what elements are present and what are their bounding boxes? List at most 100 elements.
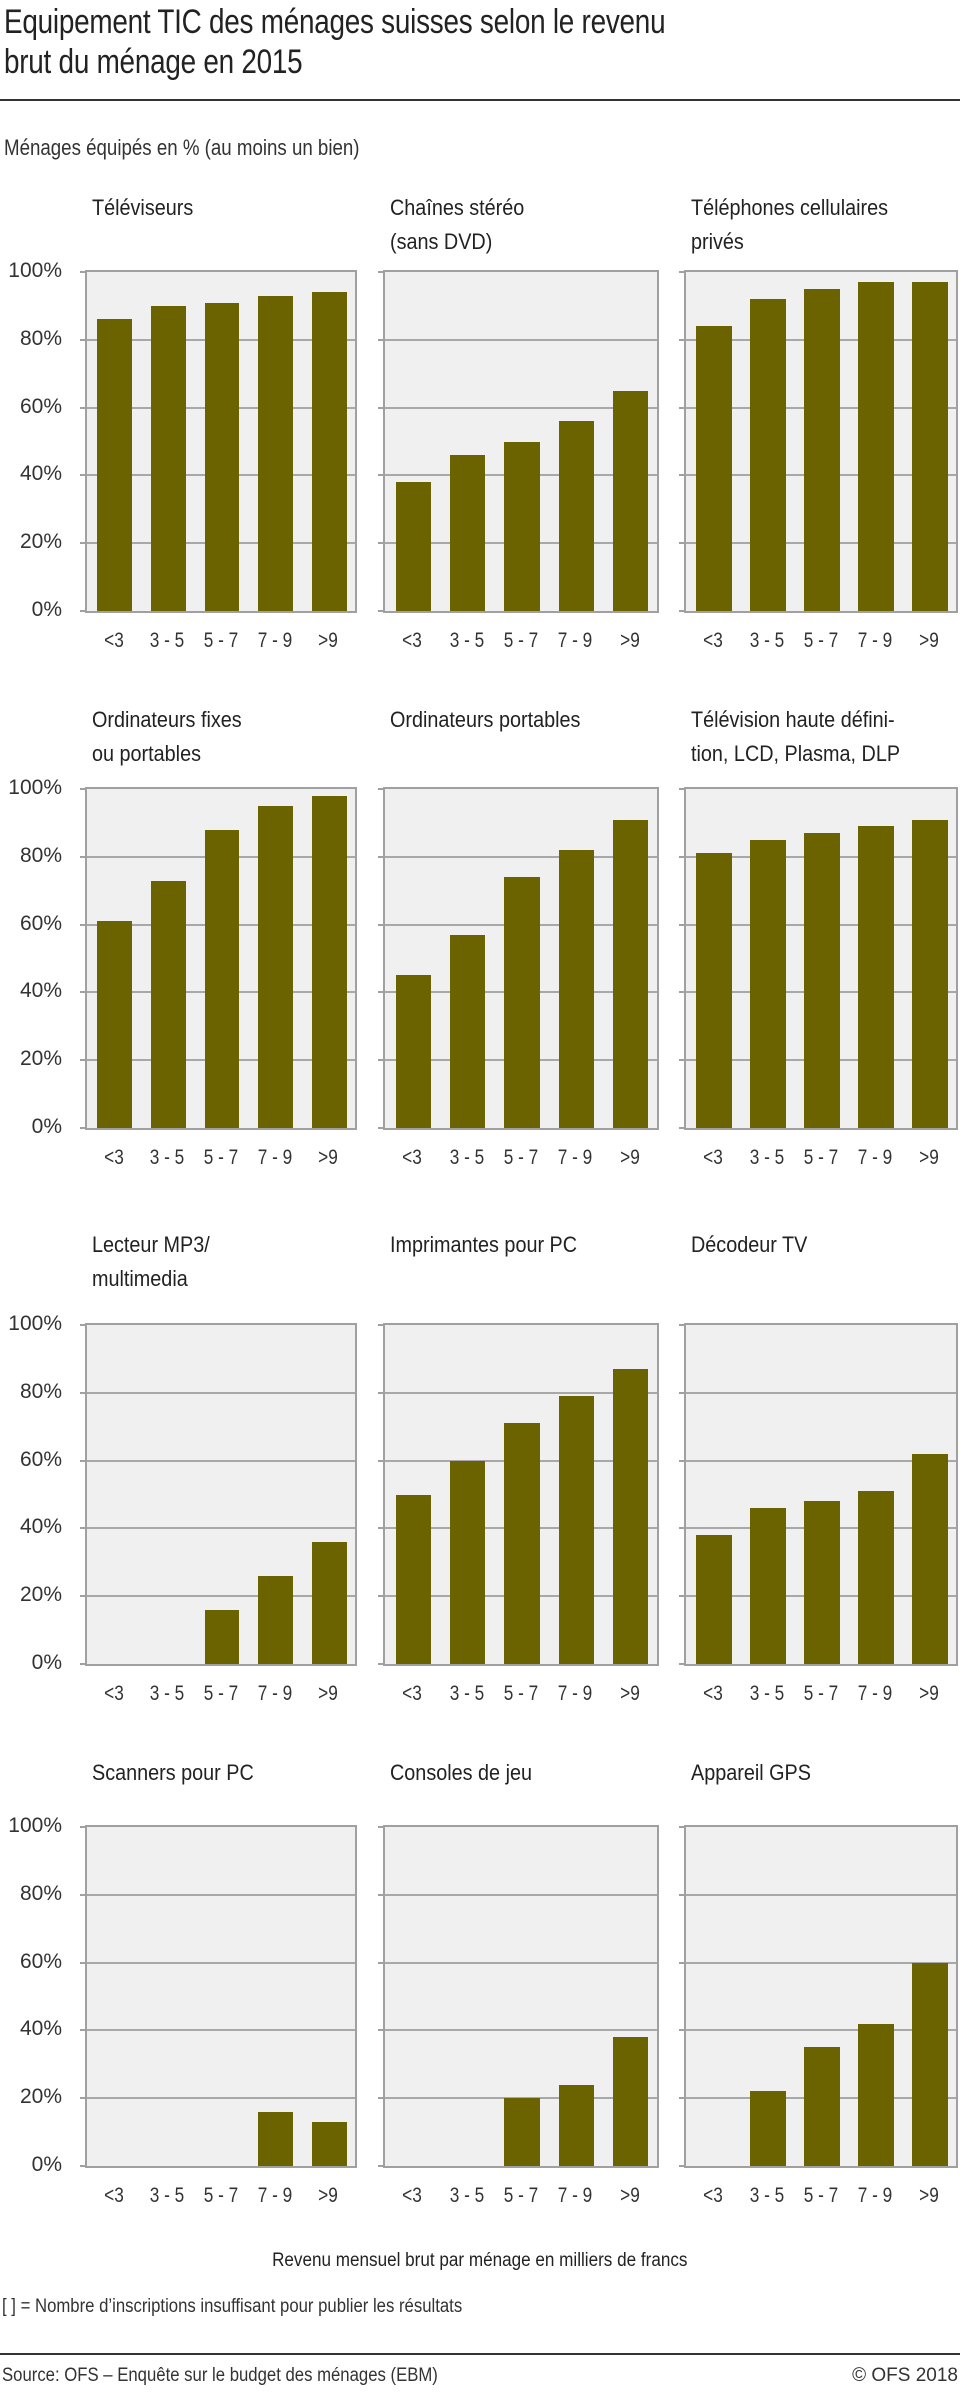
x-tick-label: 7 - 9 <box>857 2184 893 2207</box>
y-tick-label: 80% <box>19 1881 62 1905</box>
source-text: Source: OFS – Enquête sur le budget des … <box>2 2365 438 2386</box>
gridline <box>87 2097 355 2100</box>
plot-area <box>85 270 357 613</box>
x-tick-label: <3 <box>103 1146 124 1169</box>
y-tick <box>679 855 685 858</box>
panel-title-line: multimedia <box>92 1266 188 1291</box>
y-tick <box>679 406 685 409</box>
y-tick <box>378 406 384 409</box>
bar <box>858 826 894 1128</box>
bar <box>558 1396 595 1664</box>
bar <box>696 853 732 1128</box>
x-tick-label: 7 - 9 <box>257 629 292 652</box>
bar <box>150 305 186 611</box>
bar <box>750 299 786 611</box>
gridline <box>385 1893 657 1896</box>
bar <box>504 441 540 611</box>
x-tick-label: <3 <box>703 629 723 652</box>
bar <box>449 1460 486 1664</box>
y-tick <box>80 2097 86 2100</box>
y-tick-label: 0% <box>31 598 62 621</box>
x-tick-label: 5 - 7 <box>803 2184 839 2207</box>
gridline <box>385 855 657 858</box>
x-tick-label: 7 - 9 <box>558 1682 593 1705</box>
y-tick <box>378 1059 384 1062</box>
y-tick <box>679 1459 685 1462</box>
y-tick-label: 100% <box>8 1814 62 1837</box>
bar <box>150 880 186 1128</box>
y-tick <box>679 1961 685 1964</box>
x-axis-title: Revenu mensuel brut par ménage en millie… <box>0 2250 960 2272</box>
y-tick <box>80 855 86 858</box>
y-tick <box>378 2029 384 2032</box>
x-tick-label: 3 - 5 <box>449 1146 484 1169</box>
panel-title-line: Appareil GPS <box>691 1760 811 1785</box>
gridline <box>87 1893 355 1896</box>
panel-title-line: ou portables <box>92 741 201 766</box>
y-tick <box>679 2165 685 2167</box>
y-tick <box>80 474 86 477</box>
bar <box>204 302 240 611</box>
chart-title: Equipement TIC des ménages suisses selon… <box>4 2 906 82</box>
y-tick-label: 20% <box>19 1583 62 1607</box>
x-tick-label: >9 <box>919 2184 939 2207</box>
x-tick-label: <3 <box>703 1146 723 1169</box>
y-tick <box>679 542 685 545</box>
y-tick-label: 40% <box>19 1515 62 1539</box>
x-tick-label: <3 <box>402 2184 423 2207</box>
bar <box>449 934 486 1128</box>
x-tick-label: >9 <box>318 1682 339 1705</box>
gridline <box>686 2029 956 2032</box>
bar <box>258 2111 293 2166</box>
panel-title: Téléphones cellulaires privés <box>691 191 888 259</box>
x-tick-label: 7 - 9 <box>857 629 893 652</box>
y-tick <box>80 1324 86 1326</box>
x-tick-label: 7 - 9 <box>257 1146 292 1169</box>
x-tick-label: >9 <box>318 1146 339 1169</box>
plot-area <box>684 1825 958 2168</box>
bar <box>204 829 240 1128</box>
x-tick-label: 3 - 5 <box>749 1682 785 1705</box>
y-tick <box>378 1459 384 1462</box>
bar <box>804 833 840 1128</box>
panel-title: Consoles de jeu <box>390 1756 532 1790</box>
panel-title-line: Scanners pour PC <box>92 1760 254 1785</box>
x-tick-label: <3 <box>103 2184 124 2207</box>
panel-title-line: Télévision haute défini- <box>691 707 895 732</box>
y-tick <box>378 923 384 926</box>
y-tick-label: 40% <box>19 2017 62 2041</box>
bar <box>804 2047 840 2166</box>
x-tick-label: <3 <box>402 1682 423 1705</box>
y-tick <box>679 1324 685 1326</box>
gridline <box>87 1961 355 1964</box>
x-tick-label: <3 <box>103 1682 124 1705</box>
x-tick-label: 5 - 7 <box>503 1146 539 1169</box>
bar <box>750 839 786 1128</box>
plot-area <box>684 787 958 1130</box>
y-tick <box>80 610 86 612</box>
y-tick <box>679 1826 685 1828</box>
y-tick <box>80 923 86 926</box>
y-tick-label: 60% <box>19 394 62 418</box>
x-tick-label: 3 - 5 <box>150 1682 185 1705</box>
y-tick <box>80 1059 86 1062</box>
gridline <box>87 1527 355 1530</box>
y-tick <box>679 2097 685 2100</box>
bar <box>504 877 540 1128</box>
bar <box>613 819 649 1128</box>
x-tick-label: 3 - 5 <box>449 629 484 652</box>
y-tick <box>378 1826 384 1828</box>
panel-title-line: Ordinateurs portables <box>390 707 581 732</box>
y-tick <box>378 991 384 994</box>
x-tick-label: >9 <box>619 2184 640 2207</box>
bar <box>395 975 431 1128</box>
panel-title: Télévision haute défini-tion, LCD, Plasm… <box>691 703 900 771</box>
gridline <box>385 1961 657 1964</box>
gridline <box>385 338 657 341</box>
bar <box>804 1501 840 1664</box>
panel-title-line: tion, LCD, Plasma, DLP <box>691 741 901 766</box>
panel-title-line: Lecteur MP3/ <box>92 1232 210 1257</box>
bar <box>613 390 649 611</box>
y-tick-label: 20% <box>19 530 62 554</box>
footnote: [ ] = Nombre d’inscriptions insuffisant … <box>2 2296 463 2317</box>
